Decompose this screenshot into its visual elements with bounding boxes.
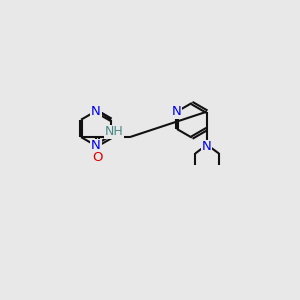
Text: N: N bbox=[172, 105, 182, 118]
Text: N: N bbox=[91, 105, 101, 118]
Text: O: O bbox=[92, 152, 103, 164]
Text: N: N bbox=[91, 139, 101, 152]
Text: NH: NH bbox=[105, 125, 124, 139]
Text: N: N bbox=[202, 140, 212, 154]
